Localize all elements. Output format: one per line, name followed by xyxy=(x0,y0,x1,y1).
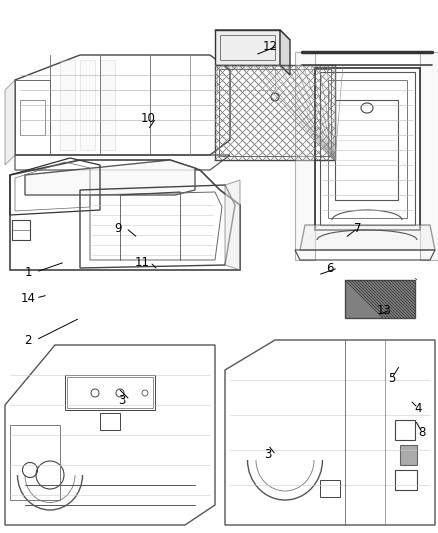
Text: 7: 7 xyxy=(354,222,362,235)
Text: 3: 3 xyxy=(264,448,272,462)
Text: 1: 1 xyxy=(24,265,32,279)
Text: 3: 3 xyxy=(118,393,126,407)
Text: 10: 10 xyxy=(141,111,155,125)
Polygon shape xyxy=(400,445,417,465)
Polygon shape xyxy=(295,52,315,260)
Polygon shape xyxy=(25,160,195,195)
Text: 14: 14 xyxy=(21,292,35,304)
Polygon shape xyxy=(215,30,290,40)
Polygon shape xyxy=(215,30,280,65)
Text: 6: 6 xyxy=(326,262,334,274)
Polygon shape xyxy=(100,60,115,150)
Polygon shape xyxy=(300,225,435,250)
Text: 9: 9 xyxy=(114,222,122,235)
Polygon shape xyxy=(225,180,240,270)
Text: 11: 11 xyxy=(134,255,149,269)
Polygon shape xyxy=(60,60,75,150)
Text: 8: 8 xyxy=(418,425,426,439)
Polygon shape xyxy=(345,280,415,318)
Polygon shape xyxy=(280,30,290,75)
Polygon shape xyxy=(80,60,95,150)
Polygon shape xyxy=(5,80,15,165)
Text: 5: 5 xyxy=(389,372,396,384)
Polygon shape xyxy=(420,52,438,260)
Text: 2: 2 xyxy=(24,334,32,346)
Text: 13: 13 xyxy=(377,303,392,317)
Text: 12: 12 xyxy=(262,39,278,52)
Text: 4: 4 xyxy=(414,401,422,415)
